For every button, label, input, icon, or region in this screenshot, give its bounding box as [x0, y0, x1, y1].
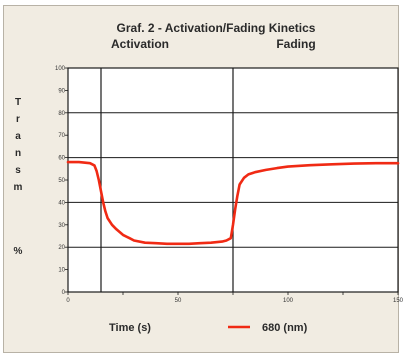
- legend-label-680nm: 680 (nm): [262, 322, 308, 334]
- y-tick-label-50: 50: [58, 178, 65, 184]
- y-tick-label-30: 30: [58, 223, 65, 229]
- x-axis-label: Time (s): [109, 322, 151, 334]
- y-axis-label-letter-4: s: [15, 165, 21, 176]
- y-tick-label-80: 80: [58, 111, 65, 117]
- phase-label-activation: Activation: [111, 37, 169, 51]
- y-axis-label-letter-2: a: [15, 131, 21, 142]
- x-tick-label-50: 50: [175, 298, 182, 304]
- chart-title: Graf. 2 - Activation/Fading Kinetics: [117, 21, 316, 35]
- x-tick-label-100: 100: [283, 298, 294, 304]
- y-tick-label-60: 60: [58, 156, 65, 162]
- y-tick-label-0: 0: [62, 290, 66, 296]
- series-line-0: [66, 160, 400, 246]
- y-tick-label-100: 100: [55, 66, 66, 72]
- y-axis-label-unit: %: [14, 246, 23, 257]
- phase-label-fading: Fading: [276, 37, 315, 51]
- x-tick-label-0: 0: [66, 298, 70, 304]
- y-tick-label-90: 90: [58, 88, 65, 94]
- y-tick-label-20: 20: [58, 245, 65, 251]
- y-tick-label-40: 40: [58, 200, 65, 206]
- y-axis-label-letter-1: r: [16, 114, 20, 125]
- y-axis-label-letter-5: m: [14, 182, 23, 193]
- y-tick-label-70: 70: [58, 133, 65, 139]
- x-tick-label-150: 150: [393, 298, 403, 304]
- y-tick-label-10: 10: [58, 268, 65, 274]
- y-axis-label-letter-0: T: [15, 97, 21, 108]
- y-axis-label-letter-3: n: [15, 148, 21, 159]
